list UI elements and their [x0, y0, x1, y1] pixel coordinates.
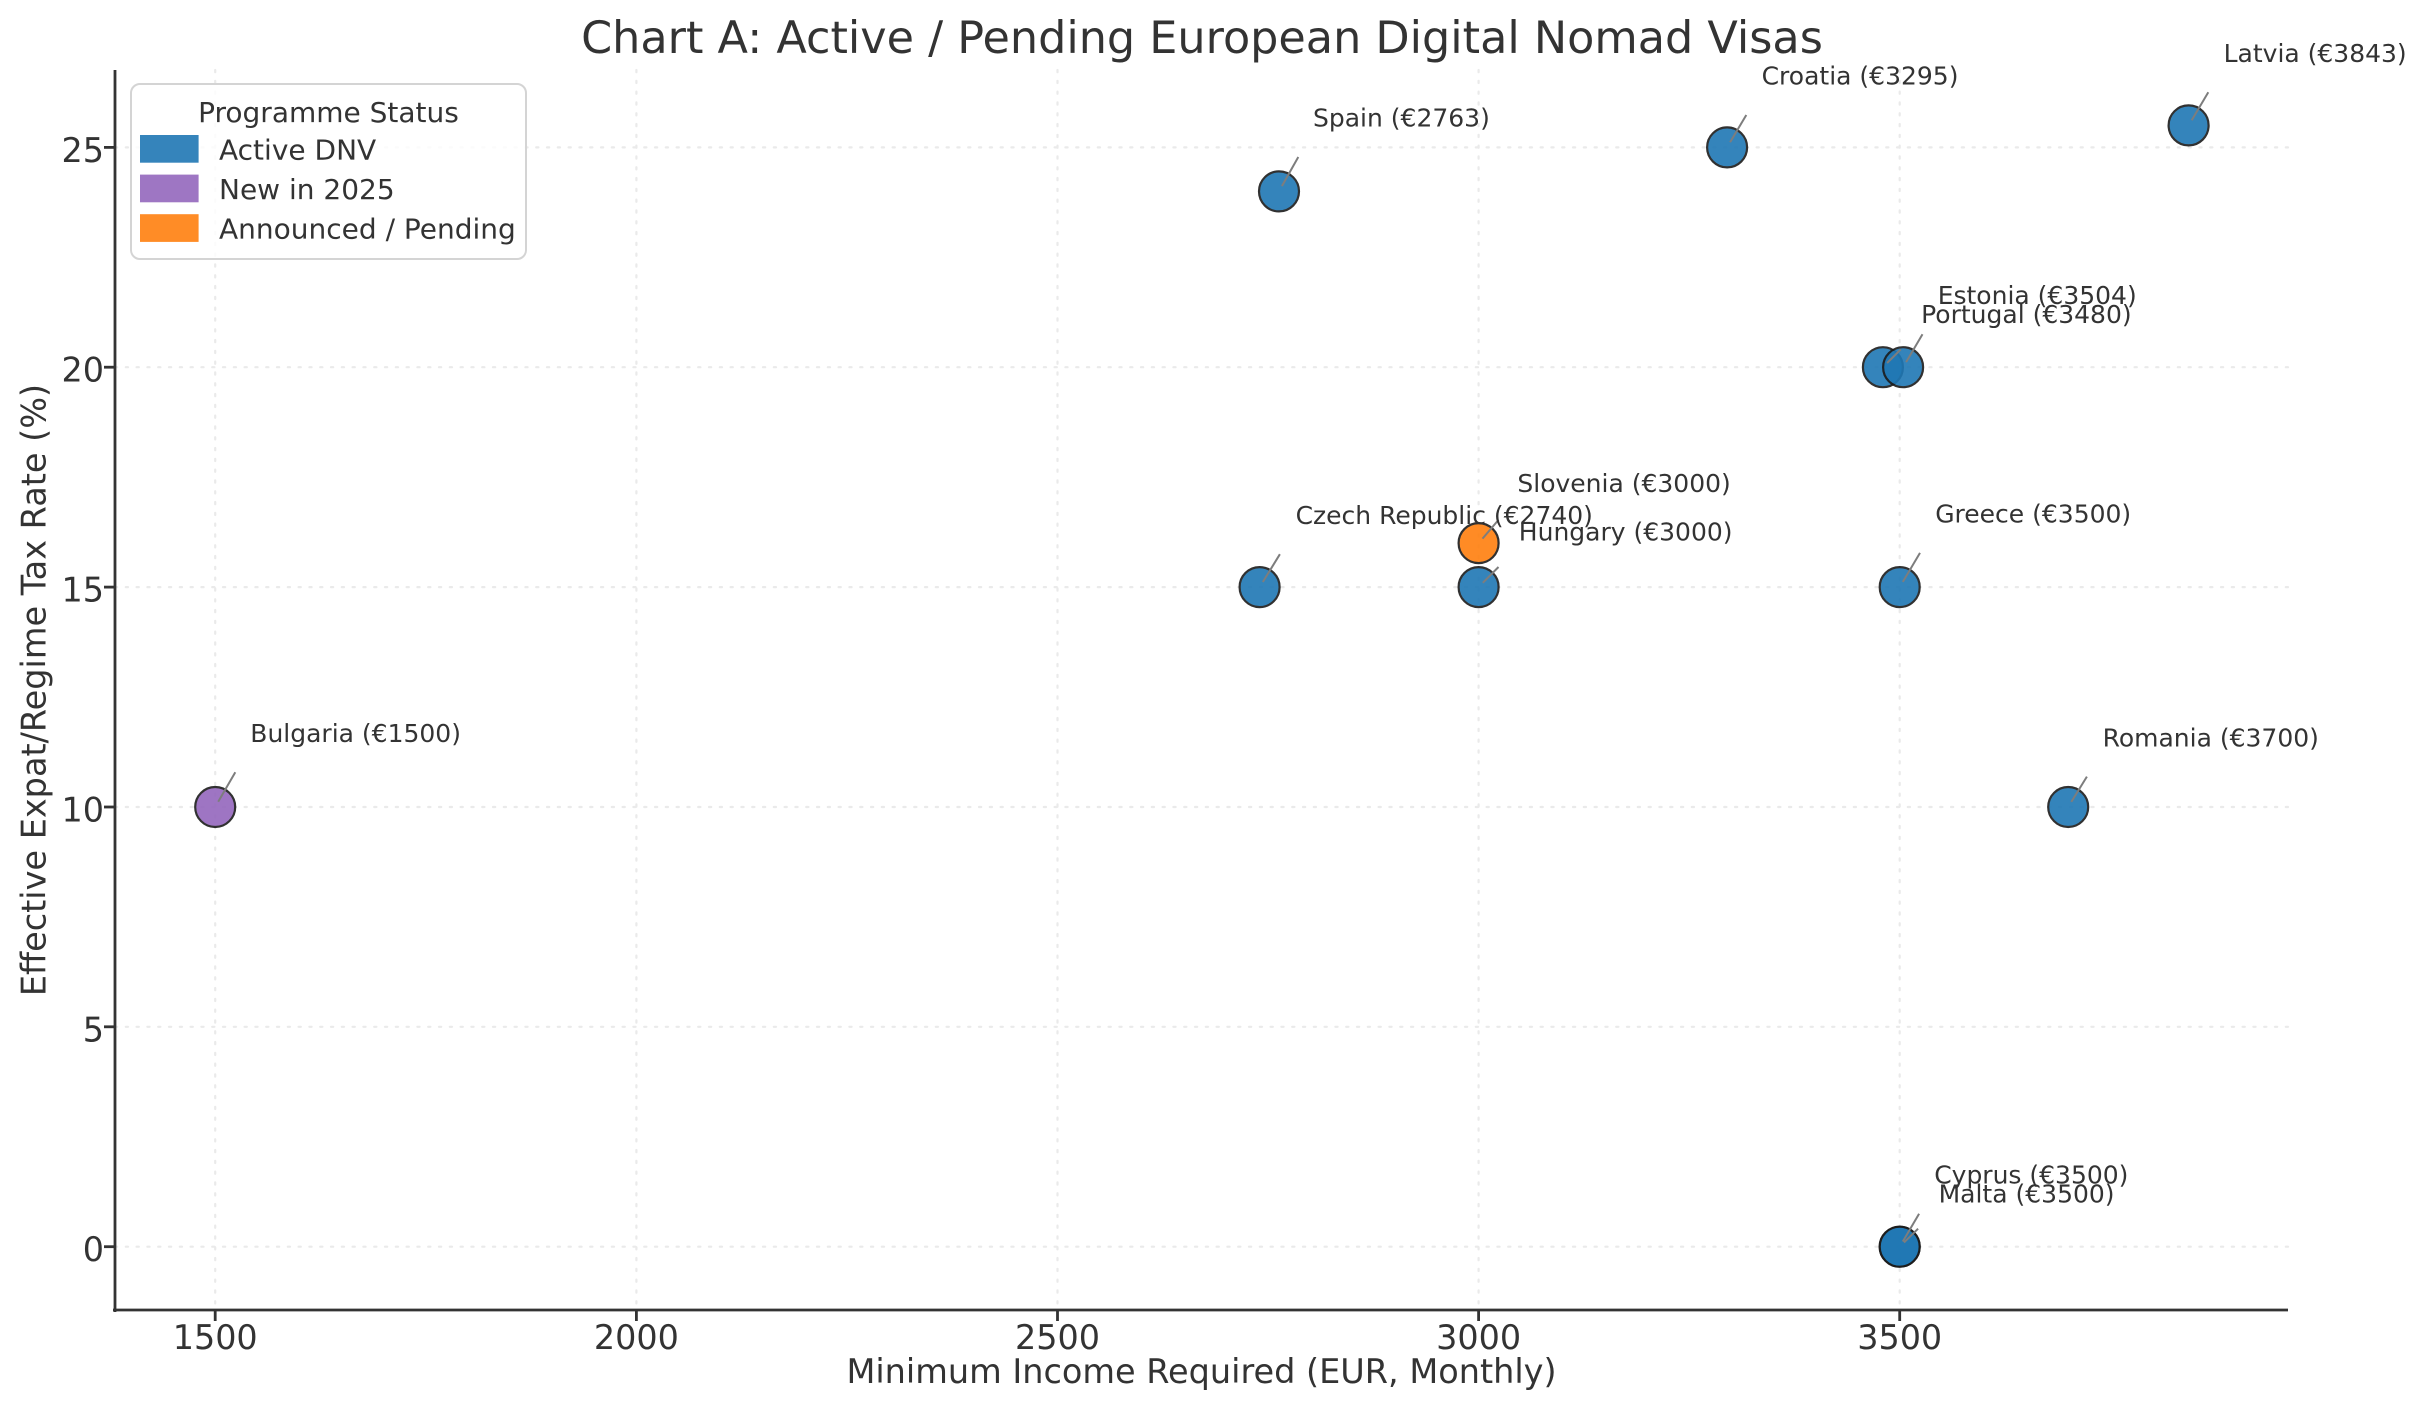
- leader-line-malta: [1903, 1227, 1919, 1244]
- point-label-romania: Romania (€3700): [2103, 724, 2319, 753]
- legend-swatch-1: [140, 135, 199, 163]
- y-tick-label-5: 5: [83, 1010, 104, 1049]
- point-label-estonia: Estonia (€3504): [1938, 281, 2137, 310]
- data-point-romania: [2047, 785, 2090, 829]
- legend-frame: [130, 83, 527, 260]
- point-label-greece: Greece (€3500): [1935, 500, 2131, 529]
- y-tick-label-15: 15: [62, 571, 105, 610]
- y-tick-label-0: 0: [83, 1230, 104, 1269]
- leader-line-cyprus: [1901, 1213, 1920, 1243]
- y-axis-label: Effective Expat/Regime Tax Rate (%): [15, 384, 54, 996]
- leader-line-slovenia: [1481, 519, 1500, 540]
- x-tick-label-1500: 1500: [173, 1318, 258, 1357]
- axes: [104, 70, 2288, 1321]
- leader-line-czech-republic: [1261, 553, 1281, 583]
- point-label-hungary: Hungary (€3000): [1519, 518, 1733, 547]
- legend-swatch-2: [140, 174, 199, 203]
- legend-title: Programme Status: [198, 96, 459, 129]
- data-point-bulgaria: [194, 785, 237, 829]
- leader-line-romania: [2070, 776, 2088, 803]
- y-tick-label-20: 20: [62, 351, 105, 390]
- tick-labels: 1500 2000 2500 3000 3500 0 5 10 15 20 25: [62, 131, 1943, 1357]
- legend-label-2: New in 2025: [219, 173, 395, 206]
- leader-line-hungary: [1482, 566, 1500, 584]
- x-tick-label-2000: 2000: [594, 1318, 679, 1357]
- leader-line-latvia: [2190, 91, 2210, 121]
- annotation-leader-lines: [217, 91, 2210, 1244]
- scatter-points: [194, 104, 2210, 1268]
- point-label-cyprus: Cyprus (€3500): [1934, 1160, 2128, 1189]
- gridlines: [113, 68, 2290, 1312]
- point-label-czech-republic: Czech Republic (€2740): [1296, 501, 1593, 530]
- data-point-latvia: [2167, 104, 2210, 147]
- legend: Programme Status Active DNV New in 2025 Ann…: [130, 83, 527, 260]
- leader-line-croatia: [1729, 114, 1748, 143]
- legend-label-1: Active DNV: [219, 134, 376, 167]
- data-point-estonia: [1881, 346, 1925, 389]
- leader-line-portugal: [1886, 348, 1902, 364]
- point-labels: Czech Republic (€2740) Spain (€2763) Hunga…: [250, 39, 2406, 1209]
- data-point-spain: [1257, 170, 1301, 213]
- legend-swatch-3: [140, 214, 199, 242]
- point-label-croatia: Croatia (€3295): [1762, 62, 1959, 91]
- data-point-croatia: [1705, 126, 1749, 169]
- chart-title: Chart A: Active / Pending European Digit…: [581, 13, 1823, 64]
- data-point-greece: [1878, 565, 1921, 609]
- point-label-malta: Malta (€3500): [1939, 1180, 2115, 1209]
- x-tick-label-3000: 3000: [1436, 1318, 1521, 1357]
- point-label-portugal: Portugal (€3480): [1921, 300, 2132, 329]
- y-tick-label-10: 10: [62, 791, 105, 830]
- x-tick-label-3500: 3500: [1857, 1318, 1942, 1357]
- y-tick-label-25: 25: [62, 131, 105, 170]
- point-label-spain: Spain (€2763): [1313, 103, 1490, 132]
- x-axis-label: Minimum Income Required (EUR, Monthly): [846, 1352, 1556, 1391]
- legend-label-3: Announced / Pending: [219, 213, 516, 246]
- leader-line-greece: [1901, 552, 1921, 583]
- leader-line-spain: [1281, 156, 1300, 187]
- data-point-czech-republic: [1238, 565, 1281, 609]
- point-label-latvia: Latvia (€3843): [2224, 39, 2407, 68]
- leader-line-bulgaria: [217, 771, 237, 803]
- x-tick-label-2500: 2500: [1015, 1318, 1100, 1357]
- point-label-slovenia: Slovenia (€3000): [1517, 469, 1730, 498]
- data-point-slovenia: [1457, 521, 1500, 565]
- leader-line-estonia: [1905, 333, 1924, 363]
- point-label-bulgaria: Bulgaria (€1500): [250, 719, 461, 748]
